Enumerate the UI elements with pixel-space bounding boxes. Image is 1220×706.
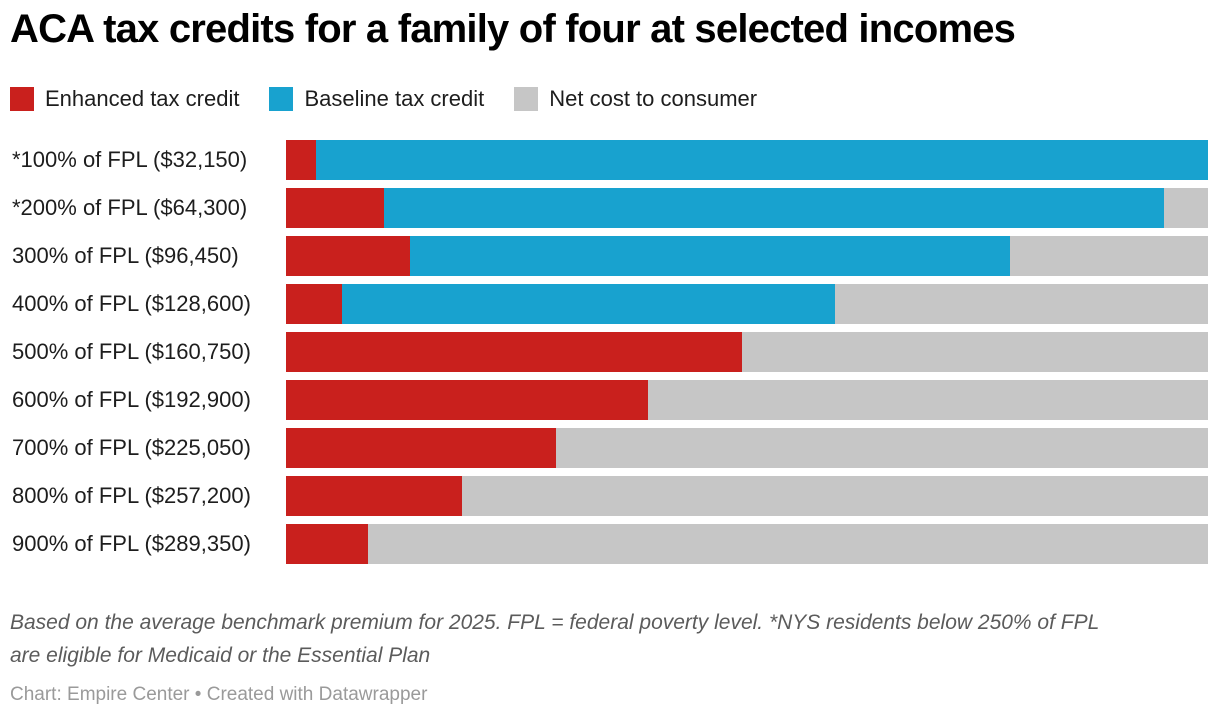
row-label: *100% of FPL ($32,150) <box>12 147 248 172</box>
legend-label: Baseline tax credit <box>304 86 485 111</box>
chart-notes: Based on the average benchmark premium f… <box>10 611 1099 667</box>
bar-track <box>286 188 1208 228</box>
row-label: 600% of FPL ($192,900) <box>12 387 251 412</box>
legend-swatch-baseline-tax-credit <box>269 87 294 111</box>
bar-row: 900% of FPL ($289,350) <box>10 524 1208 564</box>
bar-segment-enhanced-tax-credit <box>286 524 369 564</box>
bar-segment-baseline-tax-credit <box>342 284 835 324</box>
legend-item-baseline-tax-credit: Baseline tax credit <box>269 86 484 112</box>
legend-label: Net cost to consumer <box>549 86 758 111</box>
bar-segment-net-cost-to-consumer <box>648 380 1208 420</box>
bar-row: 300% of FPL ($96,450) <box>10 236 1208 276</box>
legend-swatch-enhanced-tax-credit <box>10 87 34 111</box>
legend-item-net-cost-to-consumer: Net cost to consumer <box>514 86 757 112</box>
bar-row: *200% of FPL ($64,300) <box>10 188 1208 228</box>
bar-segment-baseline-tax-credit <box>383 188 1164 228</box>
bar-segment-enhanced-tax-credit <box>286 476 463 516</box>
bar-segment-net-cost-to-consumer <box>1163 188 1208 228</box>
bar-segment-enhanced-tax-credit <box>286 332 743 372</box>
bar-segment-baseline-tax-credit <box>316 140 1208 180</box>
row-label: 400% of FPL ($128,600) <box>12 291 251 316</box>
bar-track <box>286 140 1208 180</box>
bar-segment-enhanced-tax-credit <box>286 188 384 228</box>
legend-label: Enhanced tax credit <box>45 86 240 111</box>
row-label: 900% of FPL ($289,350) <box>12 531 251 556</box>
bar-segment-net-cost-to-consumer <box>368 524 1208 564</box>
chart-title: ACA tax credits for a family of four at … <box>10 7 1016 51</box>
bar-row: 400% of FPL ($128,600) <box>10 284 1208 324</box>
bar-track <box>286 476 1208 516</box>
bar-segment-enhanced-tax-credit <box>286 140 317 180</box>
chart-body: *100% of FPL ($32,150) *200% of FPL ($64,… <box>10 140 1208 564</box>
bar-segment-enhanced-tax-credit <box>286 284 343 324</box>
bar-segment-net-cost-to-consumer <box>556 428 1208 468</box>
bar-track <box>286 380 1208 420</box>
row-label: 500% of FPL ($160,750) <box>12 339 251 364</box>
legend: Enhanced tax credit Baseline tax credit Ne… <box>10 86 1210 112</box>
row-label: 700% of FPL ($225,050) <box>12 435 251 460</box>
bar-row: 500% of FPL ($160,750) <box>10 332 1208 372</box>
bar-segment-baseline-tax-credit <box>409 236 1010 276</box>
bar-track <box>286 524 1208 564</box>
bar-segment-net-cost-to-consumer <box>834 284 1208 324</box>
legend-item-enhanced-tax-credit: Enhanced tax credit <box>10 86 239 112</box>
row-label: 300% of FPL ($96,450) <box>12 243 239 268</box>
bar-segment-enhanced-tax-credit <box>286 428 557 468</box>
bar-track <box>286 284 1208 324</box>
bar-row: *100% of FPL ($32,150) <box>10 140 1208 180</box>
chart-attribution: Chart: Empire Center • Created with Data… <box>10 684 428 705</box>
bar-track <box>286 428 1208 468</box>
bar-row: 600% of FPL ($192,900) <box>10 380 1208 420</box>
bar-segment-net-cost-to-consumer <box>742 332 1208 372</box>
legend-swatch-net-cost-to-consumer <box>514 87 539 111</box>
row-label: *200% of FPL ($64,300) <box>12 195 248 220</box>
bar-track <box>286 332 1208 372</box>
bar-track <box>286 236 1208 276</box>
bar-row: 800% of FPL ($257,200) <box>10 476 1208 516</box>
row-label: 800% of FPL ($257,200) <box>12 483 251 508</box>
bar-segment-enhanced-tax-credit <box>286 380 649 420</box>
bar-segment-net-cost-to-consumer <box>1009 236 1208 276</box>
bar-row: 700% of FPL ($225,050) <box>10 428 1208 468</box>
bar-segment-net-cost-to-consumer <box>462 476 1208 516</box>
bar-segment-enhanced-tax-credit <box>286 236 410 276</box>
